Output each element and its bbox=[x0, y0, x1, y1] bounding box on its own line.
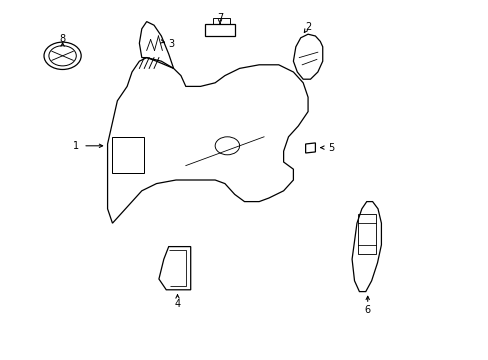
Text: 2: 2 bbox=[305, 22, 310, 32]
Text: 7: 7 bbox=[217, 13, 223, 23]
Bar bbox=[205, 24, 234, 36]
Bar bbox=[358, 214, 375, 254]
Text: 8: 8 bbox=[60, 34, 65, 44]
Text: 6: 6 bbox=[364, 305, 370, 315]
Text: 1: 1 bbox=[73, 141, 79, 151]
Text: 3: 3 bbox=[168, 39, 174, 49]
Bar bbox=[212, 18, 229, 24]
Bar bbox=[112, 137, 144, 173]
Text: 5: 5 bbox=[328, 143, 334, 153]
Text: 4: 4 bbox=[174, 299, 180, 309]
